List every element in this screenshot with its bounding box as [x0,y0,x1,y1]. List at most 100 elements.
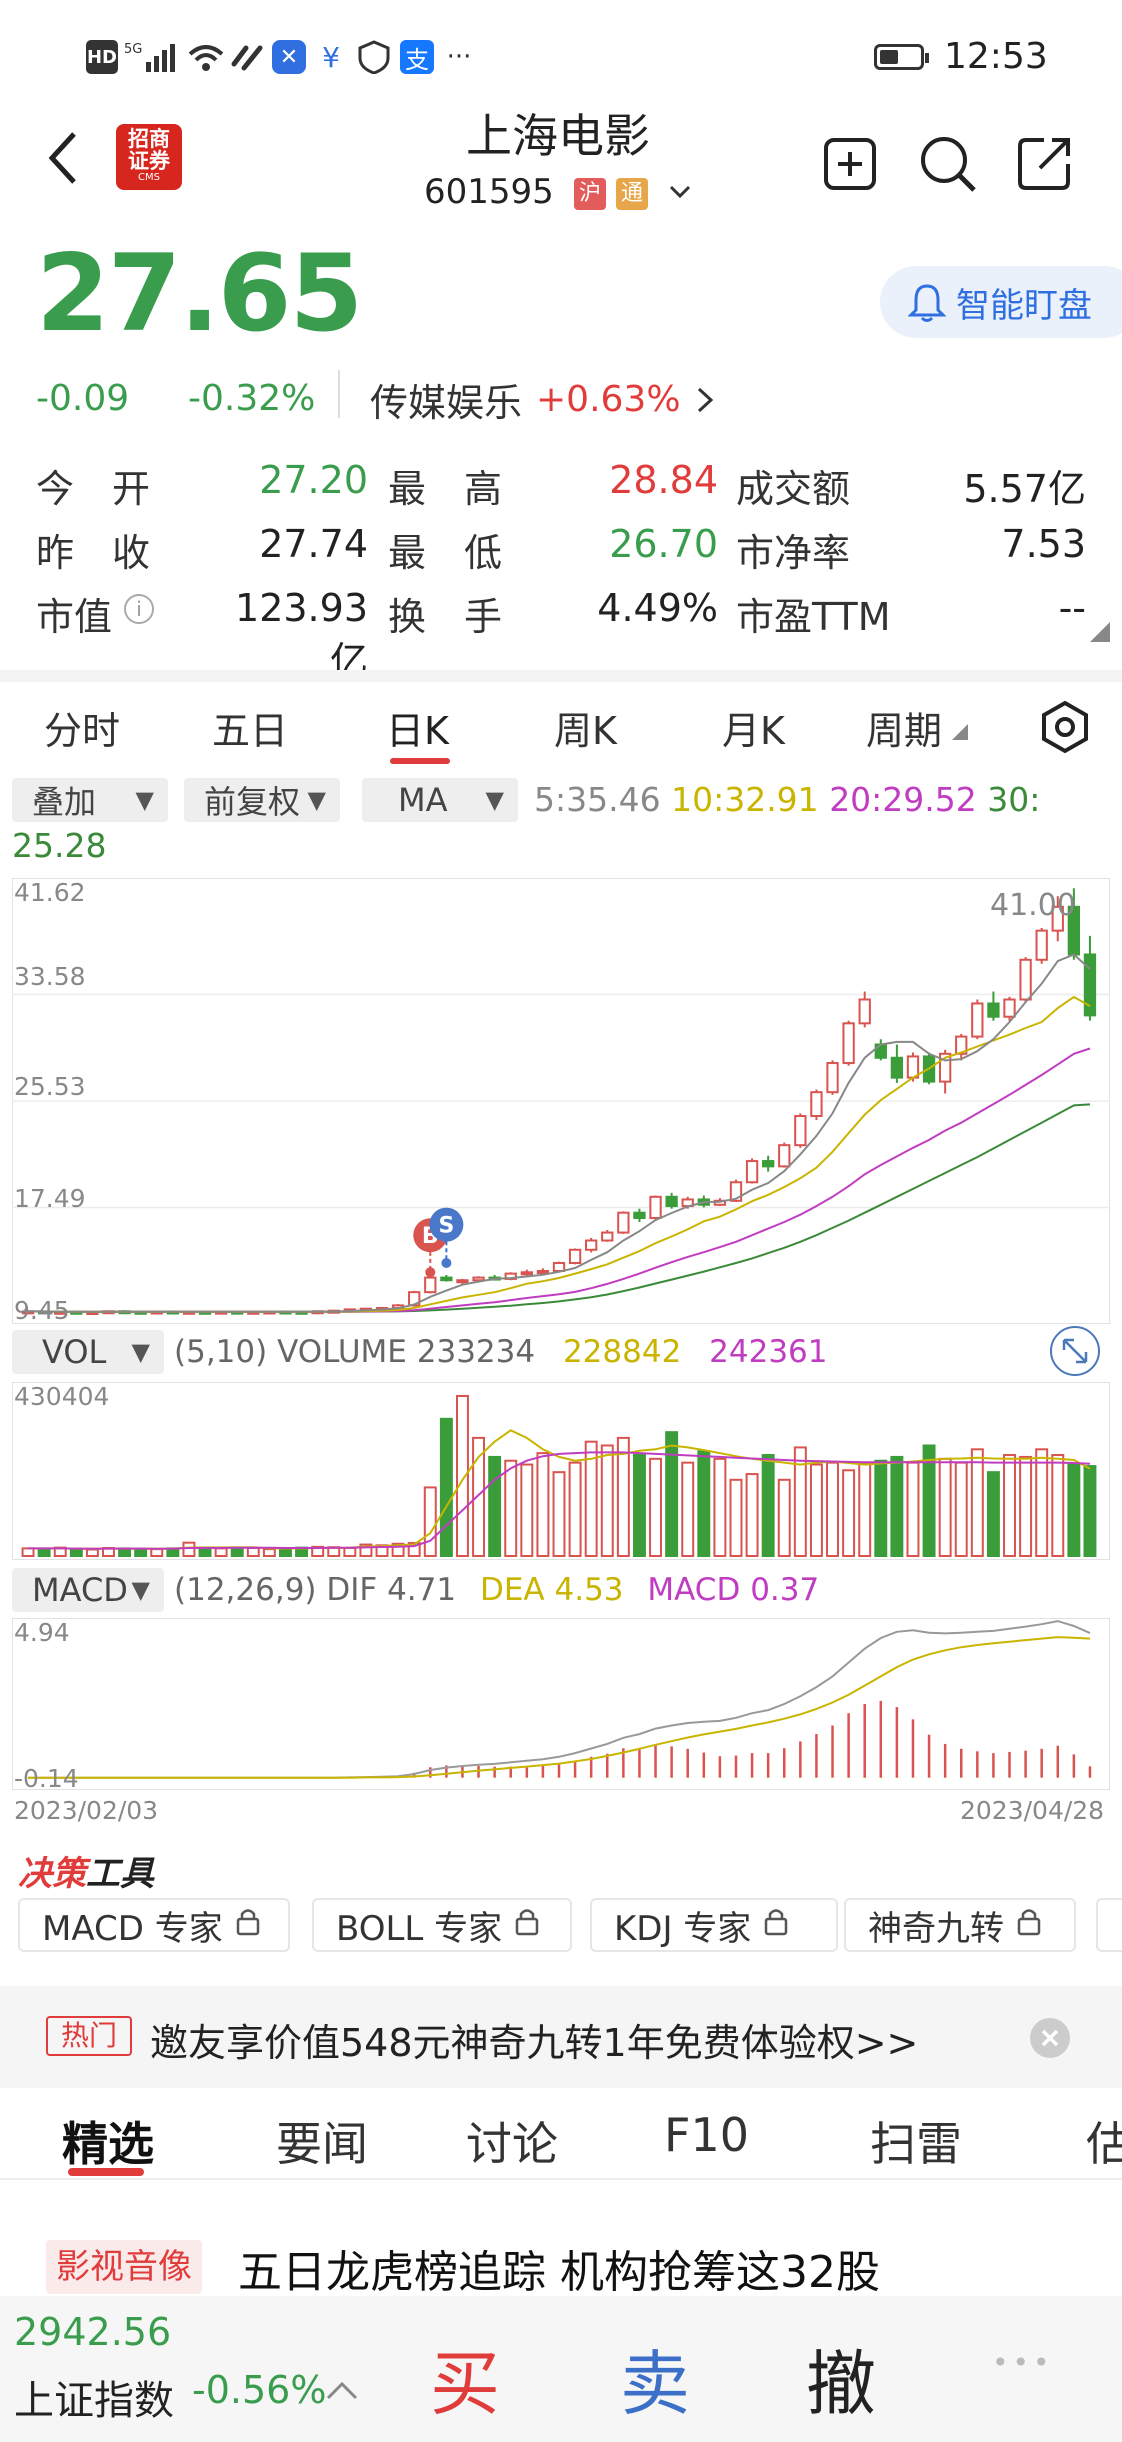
volume-chart[interactable] [12,1382,1110,1560]
expand-corner-icon[interactable] [1090,622,1110,642]
add-watchlist-button[interactable] [822,136,878,192]
smart-watch-button[interactable]: 智能盯盘 [880,266,1122,338]
dropdown-arrow-icon: ▼ [131,1338,150,1366]
candle-body [762,1160,775,1168]
volume-bar [423,1486,437,1557]
chart-settings-button[interactable] [1040,700,1090,754]
volume-bar [938,1457,952,1557]
ma30-label: 30: [987,780,1041,819]
info-icon[interactable]: i [124,594,154,624]
hd-label: HD [86,46,117,68]
tab-intraday[interactable]: 分时 [44,709,121,753]
back-button[interactable] [44,128,84,188]
clock: 12:53 [944,36,1048,77]
chevron-up-icon[interactable] [324,2378,360,2402]
more-menu-icon[interactable]: ••• [992,2346,1054,2379]
overlay-dropdown[interactable]: 叠加 ▼ [12,778,168,822]
five-g-label: 5G [124,42,142,57]
candle-body [568,1248,582,1265]
volume-bar [262,1548,276,1557]
candle-body [536,1269,550,1274]
more-dots-label: ··· [446,42,472,72]
macd-values: (12,26,9) DIF 4.71 DEA 4.53 MACD 0.37 [174,1572,819,1608]
section-divider [0,670,1122,682]
volume-bar [407,1542,421,1557]
volume-bar [214,1547,228,1558]
candle-body [440,1276,453,1282]
promo-banner[interactable]: 热门 邀友享价值548元神奇九转1年免费体验权>> [0,1986,1122,2088]
candle-body [424,1276,437,1294]
news-tab-featured[interactable]: 精选 [62,2117,154,2171]
5g-signal-icon: 5G [124,40,180,74]
candle-body [456,1279,469,1284]
tab-daily-k[interactable]: 日K [386,709,449,753]
share-button[interactable] [1016,134,1074,192]
link-icon [230,40,266,74]
news-tab-discuss[interactable]: 讨论 [466,2117,558,2171]
candle-body [520,1271,533,1276]
candle-body [955,1035,968,1055]
volume-bar [1067,1462,1081,1557]
index-name[interactable]: 上证指数 [14,2378,174,2424]
news-tab-valuation[interactable]: 估 [1086,2117,1122,2171]
vol-y-max: 430404 [14,1382,110,1411]
ma5-line [27,953,1091,1313]
label-low: 最 低 [388,531,503,575]
volume-bar [697,1450,711,1557]
dea-line [28,1636,1091,1779]
tool-more[interactable] [1096,1898,1122,1952]
stock-switch-dropdown[interactable] [668,180,692,204]
bottom-bar: 2942.56 上证指数 -0.56% 买 卖 撤 ••• [0,2296,1122,2442]
tools-title: 决策工具 [18,1846,154,1895]
candle-body [665,1195,678,1208]
tool-magic-nine[interactable]: 神奇九转 [844,1898,1076,1952]
chevron-down-icon [669,185,691,199]
ma-label: MA [398,781,448,819]
sell-button[interactable]: 卖 [620,2343,690,2425]
index-value[interactable]: 2942.56 [14,2310,172,2354]
ma-dropdown[interactable]: MA ▼ [362,778,518,822]
volume-bar [874,1459,888,1557]
search-button[interactable] [918,134,978,194]
tab-weekly-k[interactable]: 周K [554,709,617,753]
sector-link[interactable]: 传媒娱乐 +0.63% [370,372,717,427]
news-tab-risk[interactable]: 扫雷 [870,2117,962,2171]
value-pb: 7.53 [1001,522,1086,566]
adjust-dropdown[interactable]: 前复权 ▼ [184,778,340,822]
tool-boll-expert[interactable]: BOLL 专家 [312,1898,572,1952]
volume-bar [842,1469,856,1557]
tool-kdj-expert[interactable]: KDJ 专家 [590,1898,838,1952]
tab-monthly-k[interactable]: 月K [722,709,785,753]
lock-icon [514,1905,540,1945]
macd-dropdown[interactable]: MACD ▼ [12,1568,164,1612]
y-tick-label: 41.62 [14,878,86,907]
buy-point [425,1267,436,1278]
value-prev-close: 27.74 [259,522,368,566]
sell-marker [429,1207,464,1242]
vol-dropdown[interactable]: VOL ▼ [12,1330,164,1374]
news-tab-headlines[interactable]: 要闻 [276,2117,368,2171]
news-headline[interactable]: 五日龙虎榜追踪 机构抢筹这32股 [238,2247,880,2298]
volume-bar [455,1394,469,1558]
close-circle-icon[interactable] [1030,2018,1070,2058]
ma5-value: 5:35.46 [534,780,661,819]
tab-period[interactable]: 周期 [866,709,943,753]
volume-bar [311,1545,325,1557]
ma30-value: 25.28 [12,826,107,865]
tool-macd-expert[interactable]: MACD 专家 [18,1898,290,1952]
buy-button[interactable]: 买 [430,2343,500,2425]
price-change: -0.09 [36,378,130,419]
hd-icon: HD [86,40,118,74]
macd-chart[interactable] [12,1618,1110,1790]
volume-bar [343,1546,357,1557]
candle-body [1003,998,1016,1018]
cancel-order-button[interactable]: 撤 [806,2343,876,2425]
dropdown-arrow-icon: ▼ [131,1576,150,1604]
stock-code: 601595 [424,172,554,212]
news-tab-f10[interactable]: F10 [664,2108,749,2162]
y-tick-label: 17.49 [14,1184,86,1213]
candle-body [633,1211,646,1219]
expand-chart-button[interactable] [1050,1326,1100,1376]
tab-five-day[interactable]: 五日 [212,709,289,753]
